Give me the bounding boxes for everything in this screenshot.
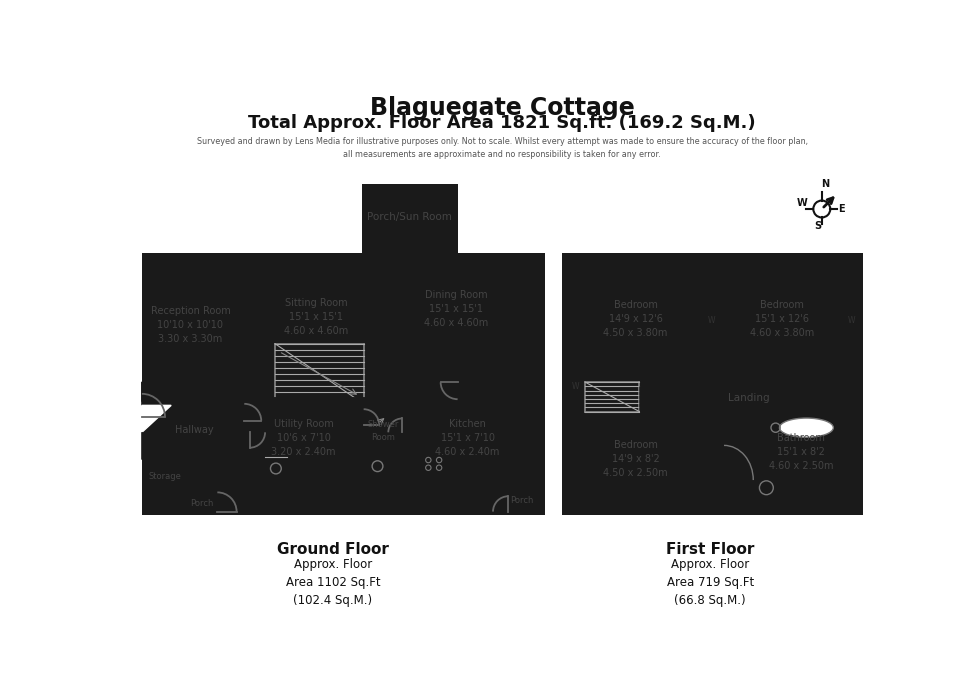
Bar bbox=[244, 405, 260, 413]
Text: Bedroom
14'9 x 12'6
4.50 x 3.80m: Bedroom 14'9 x 12'6 4.50 x 3.80m bbox=[604, 300, 667, 338]
Bar bbox=[503, 481, 545, 515]
Bar bbox=[570, 404, 855, 412]
Polygon shape bbox=[639, 386, 668, 410]
Bar bbox=[847, 313, 857, 329]
Bar bbox=[409, 405, 537, 473]
Bar bbox=[193, 494, 251, 515]
Bar bbox=[509, 488, 537, 510]
Bar bbox=[398, 261, 458, 402]
Bar bbox=[570, 261, 855, 515]
Bar bbox=[570, 261, 578, 515]
Text: Shower
Room: Shower Room bbox=[368, 420, 399, 441]
Bar bbox=[563, 253, 862, 515]
Text: W: W bbox=[797, 198, 808, 208]
Polygon shape bbox=[142, 382, 172, 405]
Bar bbox=[398, 261, 537, 402]
Bar bbox=[708, 261, 716, 507]
Bar bbox=[250, 405, 362, 473]
Bar bbox=[458, 367, 467, 402]
Text: N: N bbox=[821, 180, 830, 189]
Bar bbox=[455, 456, 474, 471]
Bar bbox=[772, 413, 841, 443]
Bar bbox=[716, 402, 786, 410]
Bar bbox=[570, 507, 855, 515]
Text: Blaguegate Cottage: Blaguegate Cottage bbox=[369, 96, 635, 120]
Text: Porch/Sun Room: Porch/Sun Room bbox=[368, 212, 453, 222]
Text: W: W bbox=[848, 316, 855, 325]
Bar bbox=[369, 457, 385, 471]
Bar bbox=[563, 253, 862, 515]
Text: W: W bbox=[571, 382, 579, 391]
Bar bbox=[458, 261, 545, 376]
Bar bbox=[250, 400, 279, 409]
Bar bbox=[362, 413, 371, 425]
Bar bbox=[201, 498, 240, 510]
Polygon shape bbox=[142, 432, 168, 459]
Text: Ground Floor: Ground Floor bbox=[277, 542, 389, 557]
Text: Utility Room
10'6 x 7'10
3.20 x 2.40m: Utility Room 10'6 x 7'10 3.20 x 2.40m bbox=[271, 419, 336, 457]
Text: Approx. Floor
Area 1102 Sq.Ft
(102.4 Sq.M.): Approx. Floor Area 1102 Sq.Ft (102.4 Sq.… bbox=[285, 558, 380, 607]
Bar bbox=[639, 261, 709, 404]
Bar bbox=[371, 412, 395, 428]
Text: First Floor: First Floor bbox=[666, 542, 755, 557]
Text: Dining Room
15'1 x 15'1
4.60 x 4.60m: Dining Room 15'1 x 15'1 4.60 x 4.60m bbox=[424, 290, 488, 328]
Text: Storage: Storage bbox=[149, 472, 181, 481]
Text: Hallway: Hallway bbox=[175, 425, 214, 435]
Ellipse shape bbox=[779, 418, 833, 437]
Text: S: S bbox=[814, 221, 821, 231]
Bar bbox=[150, 405, 240, 459]
Text: Bedroom
15'1 x 12'6
4.60 x 3.80m: Bedroom 15'1 x 12'6 4.60 x 3.80m bbox=[750, 300, 813, 338]
Bar bbox=[398, 261, 537, 367]
Bar bbox=[570, 261, 709, 386]
Bar bbox=[142, 432, 168, 459]
Bar bbox=[639, 386, 709, 404]
Polygon shape bbox=[757, 386, 786, 410]
Bar bbox=[708, 313, 716, 329]
Bar bbox=[150, 459, 190, 490]
Bar bbox=[266, 457, 287, 473]
Polygon shape bbox=[142, 405, 172, 432]
Bar bbox=[250, 261, 387, 402]
Bar bbox=[150, 498, 240, 512]
Bar bbox=[639, 402, 708, 410]
Bar bbox=[709, 261, 716, 515]
Bar bbox=[724, 445, 754, 480]
Bar bbox=[716, 261, 855, 386]
Bar bbox=[570, 378, 581, 394]
Text: Kitchen
15'1 x 7'10
4.60 x 2.40m: Kitchen 15'1 x 7'10 4.60 x 2.40m bbox=[435, 419, 500, 457]
Text: W: W bbox=[708, 316, 715, 325]
Text: Porch: Porch bbox=[510, 496, 533, 505]
Bar bbox=[716, 402, 855, 410]
Text: Porch: Porch bbox=[190, 499, 214, 508]
Bar bbox=[423, 456, 449, 473]
Text: Landing: Landing bbox=[728, 393, 769, 403]
Bar bbox=[239, 404, 250, 421]
Text: Bedroom
14'9 x 8'2
4.50 x 2.50m: Bedroom 14'9 x 8'2 4.50 x 2.50m bbox=[603, 441, 667, 478]
Bar bbox=[142, 382, 168, 405]
Bar bbox=[142, 253, 545, 515]
Bar bbox=[570, 253, 855, 261]
Bar bbox=[369, 192, 450, 253]
Text: Approx. Floor
Area 719 Sq.Ft
(66.8 Sq.M.): Approx. Floor Area 719 Sq.Ft (66.8 Sq.M.… bbox=[666, 558, 754, 607]
Text: Bathroom
15'1 x 8'2
4.60 x 2.50m: Bathroom 15'1 x 8'2 4.60 x 2.50m bbox=[768, 432, 833, 471]
Bar bbox=[847, 261, 855, 515]
Text: Sitting Room
15'1 x 15'1
4.60 x 4.60m: Sitting Room 15'1 x 15'1 4.60 x 4.60m bbox=[284, 298, 348, 336]
Polygon shape bbox=[142, 382, 168, 402]
Bar bbox=[239, 412, 250, 425]
Text: Surveyed and drawn by Lens Media for illustrative purposes only. Not to scale. W: Surveyed and drawn by Lens Media for ill… bbox=[197, 137, 808, 159]
Bar bbox=[570, 402, 708, 410]
Text: E: E bbox=[839, 204, 845, 214]
Text: Reception Room
10'10 x 10'10
3.30 x 3.30m: Reception Room 10'10 x 10'10 3.30 x 3.30… bbox=[151, 305, 230, 344]
Bar bbox=[758, 475, 775, 494]
Bar bbox=[150, 261, 240, 402]
Bar bbox=[363, 184, 458, 253]
Bar bbox=[570, 261, 855, 507]
Text: Total Approx. Floor Area 1821 Sq.ft. (169.2 Sq.M.): Total Approx. Floor Area 1821 Sq.ft. (16… bbox=[249, 114, 756, 133]
Bar bbox=[369, 405, 400, 473]
